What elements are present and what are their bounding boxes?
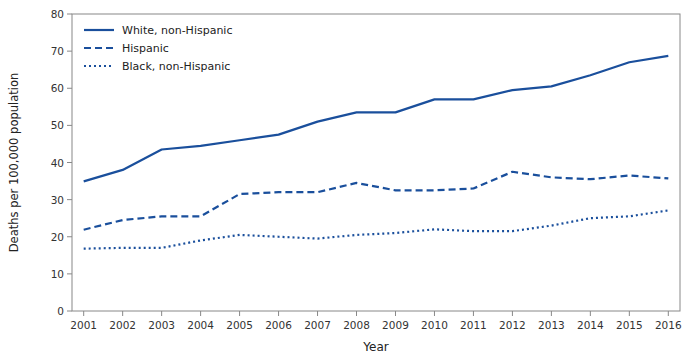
x-axis-label: Year: [362, 340, 388, 354]
y-axis-label: Deaths per 100,000 population: [7, 73, 21, 253]
y-tick-label: 70: [51, 45, 64, 57]
x-tick-label: 2004: [187, 319, 214, 331]
legend-swatch: [84, 29, 114, 31]
x-tick-label: 2015: [616, 319, 643, 331]
x-tick-label: 2002: [109, 319, 136, 331]
x-tick: [668, 311, 669, 316]
x-tick: [551, 311, 552, 316]
x-tick-label: 2012: [499, 319, 526, 331]
x-tick: [161, 311, 162, 316]
x-tick: [122, 311, 123, 316]
y-tick: [67, 311, 72, 312]
x-tick-label: 2008: [343, 319, 370, 331]
legend-label: Hispanic: [122, 42, 169, 55]
x-tick: [239, 311, 240, 316]
legend-swatch: [84, 65, 114, 67]
y-tick-label: 10: [51, 268, 64, 280]
x-tick: [473, 311, 474, 316]
y-tick-label: 0: [57, 305, 64, 317]
plot-frame: [72, 14, 680, 311]
y-tick: [67, 88, 72, 89]
y-tick-label: 50: [51, 119, 64, 131]
y-tick: [67, 162, 72, 163]
legend: White, non-Hispanic Hispanic Black, non-Hi…: [84, 24, 232, 73]
y-tick: [67, 14, 72, 15]
x-tick: [434, 311, 435, 316]
x-tick-label: 2009: [382, 319, 409, 331]
legend-label: Black, non-Hispanic: [122, 60, 230, 73]
y-tick-label: 20: [51, 231, 64, 243]
y-tick-label: 60: [51, 82, 64, 94]
series-line: [84, 210, 669, 248]
x-tick-label: 2010: [421, 319, 448, 331]
x-tick: [278, 311, 279, 316]
series-line: [84, 172, 669, 230]
y-tick: [67, 236, 72, 237]
x-tick: [200, 311, 201, 316]
x-tick-label: 2011: [460, 319, 487, 331]
x-tick-label: 2001: [70, 319, 97, 331]
y-tick: [67, 125, 72, 126]
x-tick: [395, 311, 396, 316]
x-tick: [356, 311, 357, 316]
legend-label: White, non-Hispanic: [122, 24, 232, 37]
x-tick-label: 2013: [538, 319, 565, 331]
x-tick-label: 2016: [655, 319, 682, 331]
y-tick: [67, 273, 72, 274]
x-tick-label: 2014: [577, 319, 604, 331]
x-tick: [83, 311, 84, 316]
legend-swatch: [84, 47, 114, 49]
x-tick: [512, 311, 513, 316]
chart: 2001200220032004200520062007200820092010…: [0, 0, 700, 361]
lines: [84, 56, 669, 249]
y-tick: [67, 199, 72, 200]
x-tick: [317, 311, 318, 316]
y-tick: [67, 51, 72, 52]
y-tick-label: 30: [51, 194, 64, 206]
x-tick: [629, 311, 630, 316]
x-tick-label: 2003: [148, 319, 175, 331]
y-tick-label: 40: [51, 157, 64, 169]
x-tick-label: 2005: [226, 319, 253, 331]
x-tick: [590, 311, 591, 316]
series-line: [84, 56, 669, 181]
x-tick-label: 2006: [265, 319, 292, 331]
y-tick-label: 80: [51, 8, 64, 20]
x-tick-label: 2007: [304, 319, 331, 331]
